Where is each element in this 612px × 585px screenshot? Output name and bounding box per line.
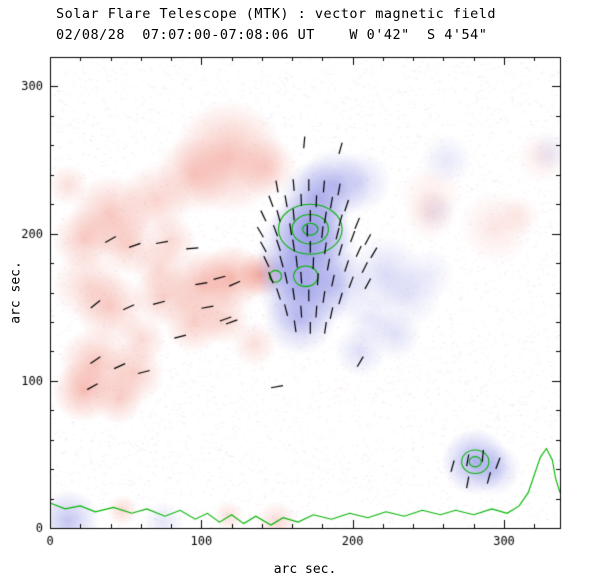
plot-title: Solar Flare Telescope (MTK) : vector mag… bbox=[56, 6, 497, 22]
y-axis-label: arc sec. bbox=[8, 261, 24, 324]
x-axis-label: arc sec. bbox=[273, 562, 337, 577]
plot-subtitle: 02/08/28 07:07:00-07:08:06 UT W 0'42" S … bbox=[56, 27, 488, 43]
